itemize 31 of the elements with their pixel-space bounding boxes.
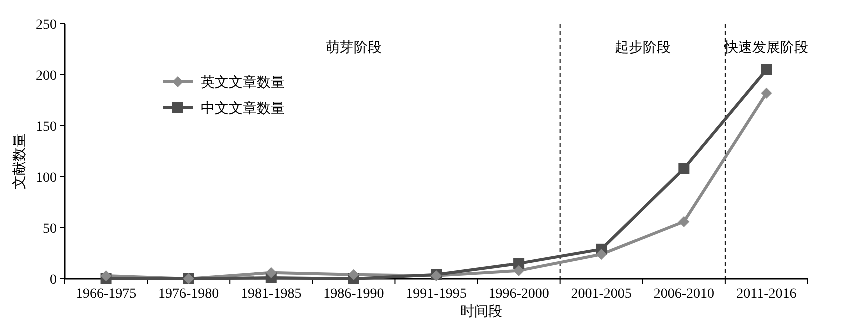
annotation: 起步阶段 <box>614 40 671 56</box>
y-tick-label: 100 <box>36 171 57 186</box>
point <box>266 267 277 278</box>
point <box>678 163 690 174</box>
point <box>596 249 608 260</box>
annotation: 快速发展阶段 <box>724 40 809 56</box>
y-axis-title: 文献数量 <box>12 134 28 190</box>
x-tick-label: 1991-1995 <box>406 287 467 302</box>
x-axis-title: 时间段 <box>460 304 502 320</box>
x-tick-label: 1996-2000 <box>488 287 550 302</box>
point <box>761 88 772 99</box>
point <box>514 265 525 276</box>
legend-label: 英文文章数量 <box>201 75 285 91</box>
x-tick-label: 2001-2005 <box>571 287 632 302</box>
x-tick-label: 1976-1980 <box>158 287 220 302</box>
annotation: 萌芽阶段 <box>326 40 382 56</box>
point <box>678 216 690 228</box>
x-tick-label: 2011-2016 <box>736 287 797 302</box>
x-tick-label: 1981-1985 <box>241 287 302 302</box>
y-tick-label: 150 <box>36 120 57 135</box>
point <box>348 269 360 280</box>
point <box>100 270 112 282</box>
y-tick-label: 200 <box>36 69 57 84</box>
x-tick-label: 2006-2010 <box>654 287 715 302</box>
y-tick-label: 0 <box>50 273 57 288</box>
x-tick-label: 1966-1975 <box>76 287 137 302</box>
x-tick-label: 1986-1990 <box>324 287 384 302</box>
point <box>761 64 772 76</box>
legend-label: 中文文章数量 <box>201 101 285 117</box>
y-tick-label: 250 <box>36 18 57 33</box>
y-tick-label: 50 <box>43 222 57 237</box>
